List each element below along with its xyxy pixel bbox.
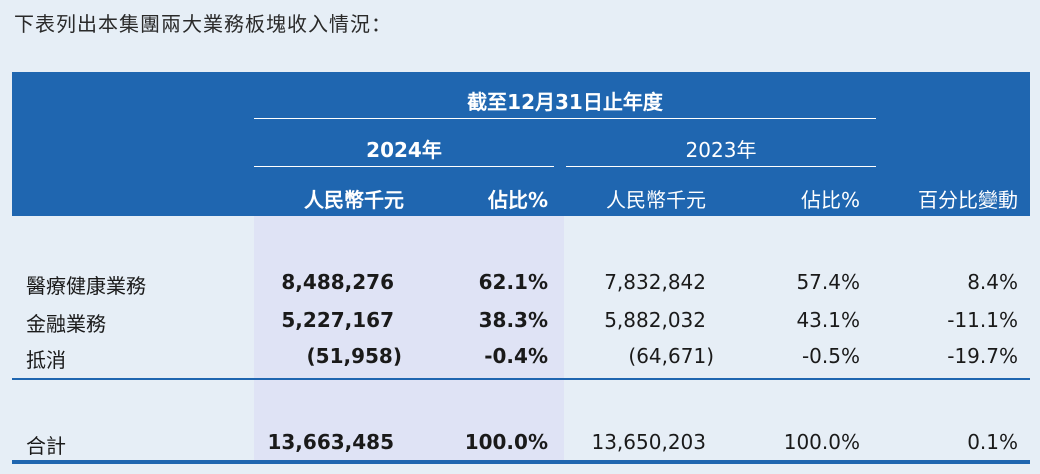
header-divider-2024 [254,166,554,167]
year-2024-header: 2024年 [366,138,442,162]
row-amount-2023: 7,832,842 [604,270,706,294]
row-amount-2023: 5,882,032 [604,308,706,332]
row-amount-2024: 8,488,276 [281,270,394,294]
row-amount-2024: 5,227,167 [281,308,394,332]
row-share-2024: -0.4% [484,344,548,368]
row-change: 8.4% [967,270,1018,294]
header-divider-2023 [566,166,876,167]
total-amount-2023: 13,650,203 [591,430,706,454]
col-share-2024: 佔比% [487,188,548,212]
period-header: 截至12月31日止年度 [467,90,663,114]
year-2023-header: 2023年 [685,138,757,162]
total-share-2023: 100.0% [783,430,860,454]
col-share-2023: 佔比% [800,188,860,212]
table-bottom-border [12,460,1030,464]
row-share-2024: 62.1% [478,270,548,294]
row-change: -11.1% [947,308,1018,332]
total-label: 合計 [26,434,66,458]
total-amount-2024: 13,663,485 [267,430,394,454]
col-amount-2023: 人民幣千元 [606,188,706,212]
row-share-2023: 57.4% [796,270,860,294]
col-change: 百分比變動 [918,188,1018,212]
row-label: 醫療健康業務 [26,274,146,298]
table-header [12,72,1030,216]
row-share-2024: 38.3% [478,308,548,332]
row-label: 金融業務 [26,312,106,336]
intro-text: 下表列出本集團兩大業務板塊收入情況： [14,12,392,36]
col-amount-2024: 人民幣千元 [304,188,404,212]
table-divider [12,378,1030,380]
highlight-column-2024 [254,216,564,460]
total-share-2024: 100.0% [464,430,548,454]
row-amount-2023: (64,671) [628,344,714,368]
row-label: 抵消 [26,348,66,372]
row-amount-2024: (51,958) [306,344,402,368]
total-change: 0.1% [967,430,1018,454]
row-share-2023: 43.1% [796,308,860,332]
row-share-2023: -0.5% [801,344,860,368]
header-divider-period [254,118,876,119]
row-change: -19.7% [947,344,1018,368]
